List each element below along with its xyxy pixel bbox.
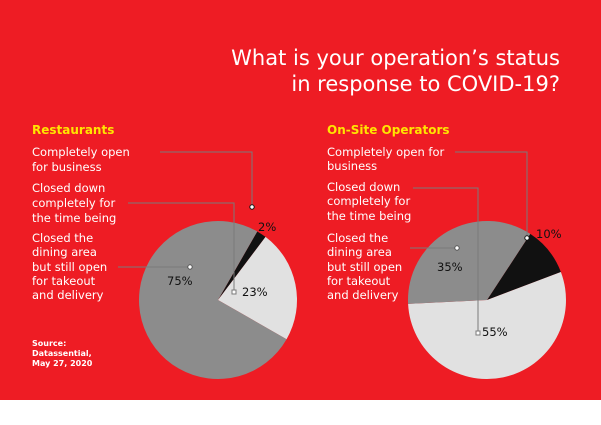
restaurants-label-takeout-2: dining area [32,245,97,259]
onsite-operators-title: On-Site Operators [327,123,450,137]
restaurants-pie [139,220,298,379]
onsite-slice-closed [408,271,566,379]
source-line-3: May 27, 2020 [32,359,93,368]
onsite-value-takeout: 35% [437,260,463,274]
restaurants-label-takeout-3: but still open [32,260,107,274]
restaurants-label-open-2: for business [32,160,102,174]
onsite-label-open-1: Completely open for [327,145,445,159]
restaurants-value-takeout: 75% [167,274,193,288]
onsite-value-closed: 55% [482,325,508,339]
onsite-label-takeout-2: dining area [327,245,392,259]
restaurants-marker-takeout [187,264,193,270]
onsite-marker-takeout [454,245,460,251]
restaurants-leader-open [160,151,253,207]
restaurants-title: Restaurants [32,123,114,137]
onsite-label-takeout-3: but still open [327,260,402,274]
bottom-margin [0,400,601,425]
onsite-marker-closed [475,330,481,336]
restaurants-marker-open [249,204,255,210]
onsite-label-closed-3: the time being [327,209,411,223]
restaurants-label-closed-3: the time being [32,211,116,225]
restaurants-slice-open [218,231,266,300]
restaurants-label-takeout-5: and delivery [32,288,104,302]
onsite-value-open: 10% [536,227,562,241]
onsite-label-takeout-5: and delivery [327,288,399,302]
onsite-slice-takeout [407,221,531,304]
covid-status-infographic: What is your operation’s status in respo… [32,46,566,379]
onsite-label-closed-2: completely for [327,194,410,208]
restaurants-leader-lines [118,151,255,295]
chart-title-line-1: What is your operation’s status [231,46,560,70]
restaurants-slice-takeout [139,220,287,379]
restaurants-label-takeout-4: for takeout [32,274,96,288]
restaurants-marker-closed [231,289,237,295]
chart-title-line-2: in response to COVID-19? [291,72,560,96]
onsite-label-closed-1: Closed down [327,180,400,194]
onsite-leader-lines [410,151,530,336]
restaurants-value-closed: 23% [242,285,268,299]
onsite-label-open-2: business [327,159,377,173]
restaurants-label-takeout-1: Closed the [32,231,93,245]
onsite-operators-pie [407,221,566,379]
source-line-2: Datassential, [32,349,92,358]
restaurants-value-open: 2% [258,220,276,234]
restaurants-label-open-1: Completely open [32,145,130,159]
onsite-slice-open [487,233,561,300]
restaurants-label-closed-2: completely for [32,196,115,210]
restaurants-slice-closed [218,236,298,340]
onsite-label-takeout-4: for takeout [327,274,391,288]
restaurants-label-closed-1: Closed down [32,181,105,195]
onsite-leader-closed [413,187,479,333]
onsite-label-takeout-1: Closed the [327,231,388,245]
restaurants-leader-closed [128,202,235,292]
onsite-marker-open [524,235,530,241]
onsite-leader-open [455,151,528,238]
source-line-1: Source: [32,339,66,348]
